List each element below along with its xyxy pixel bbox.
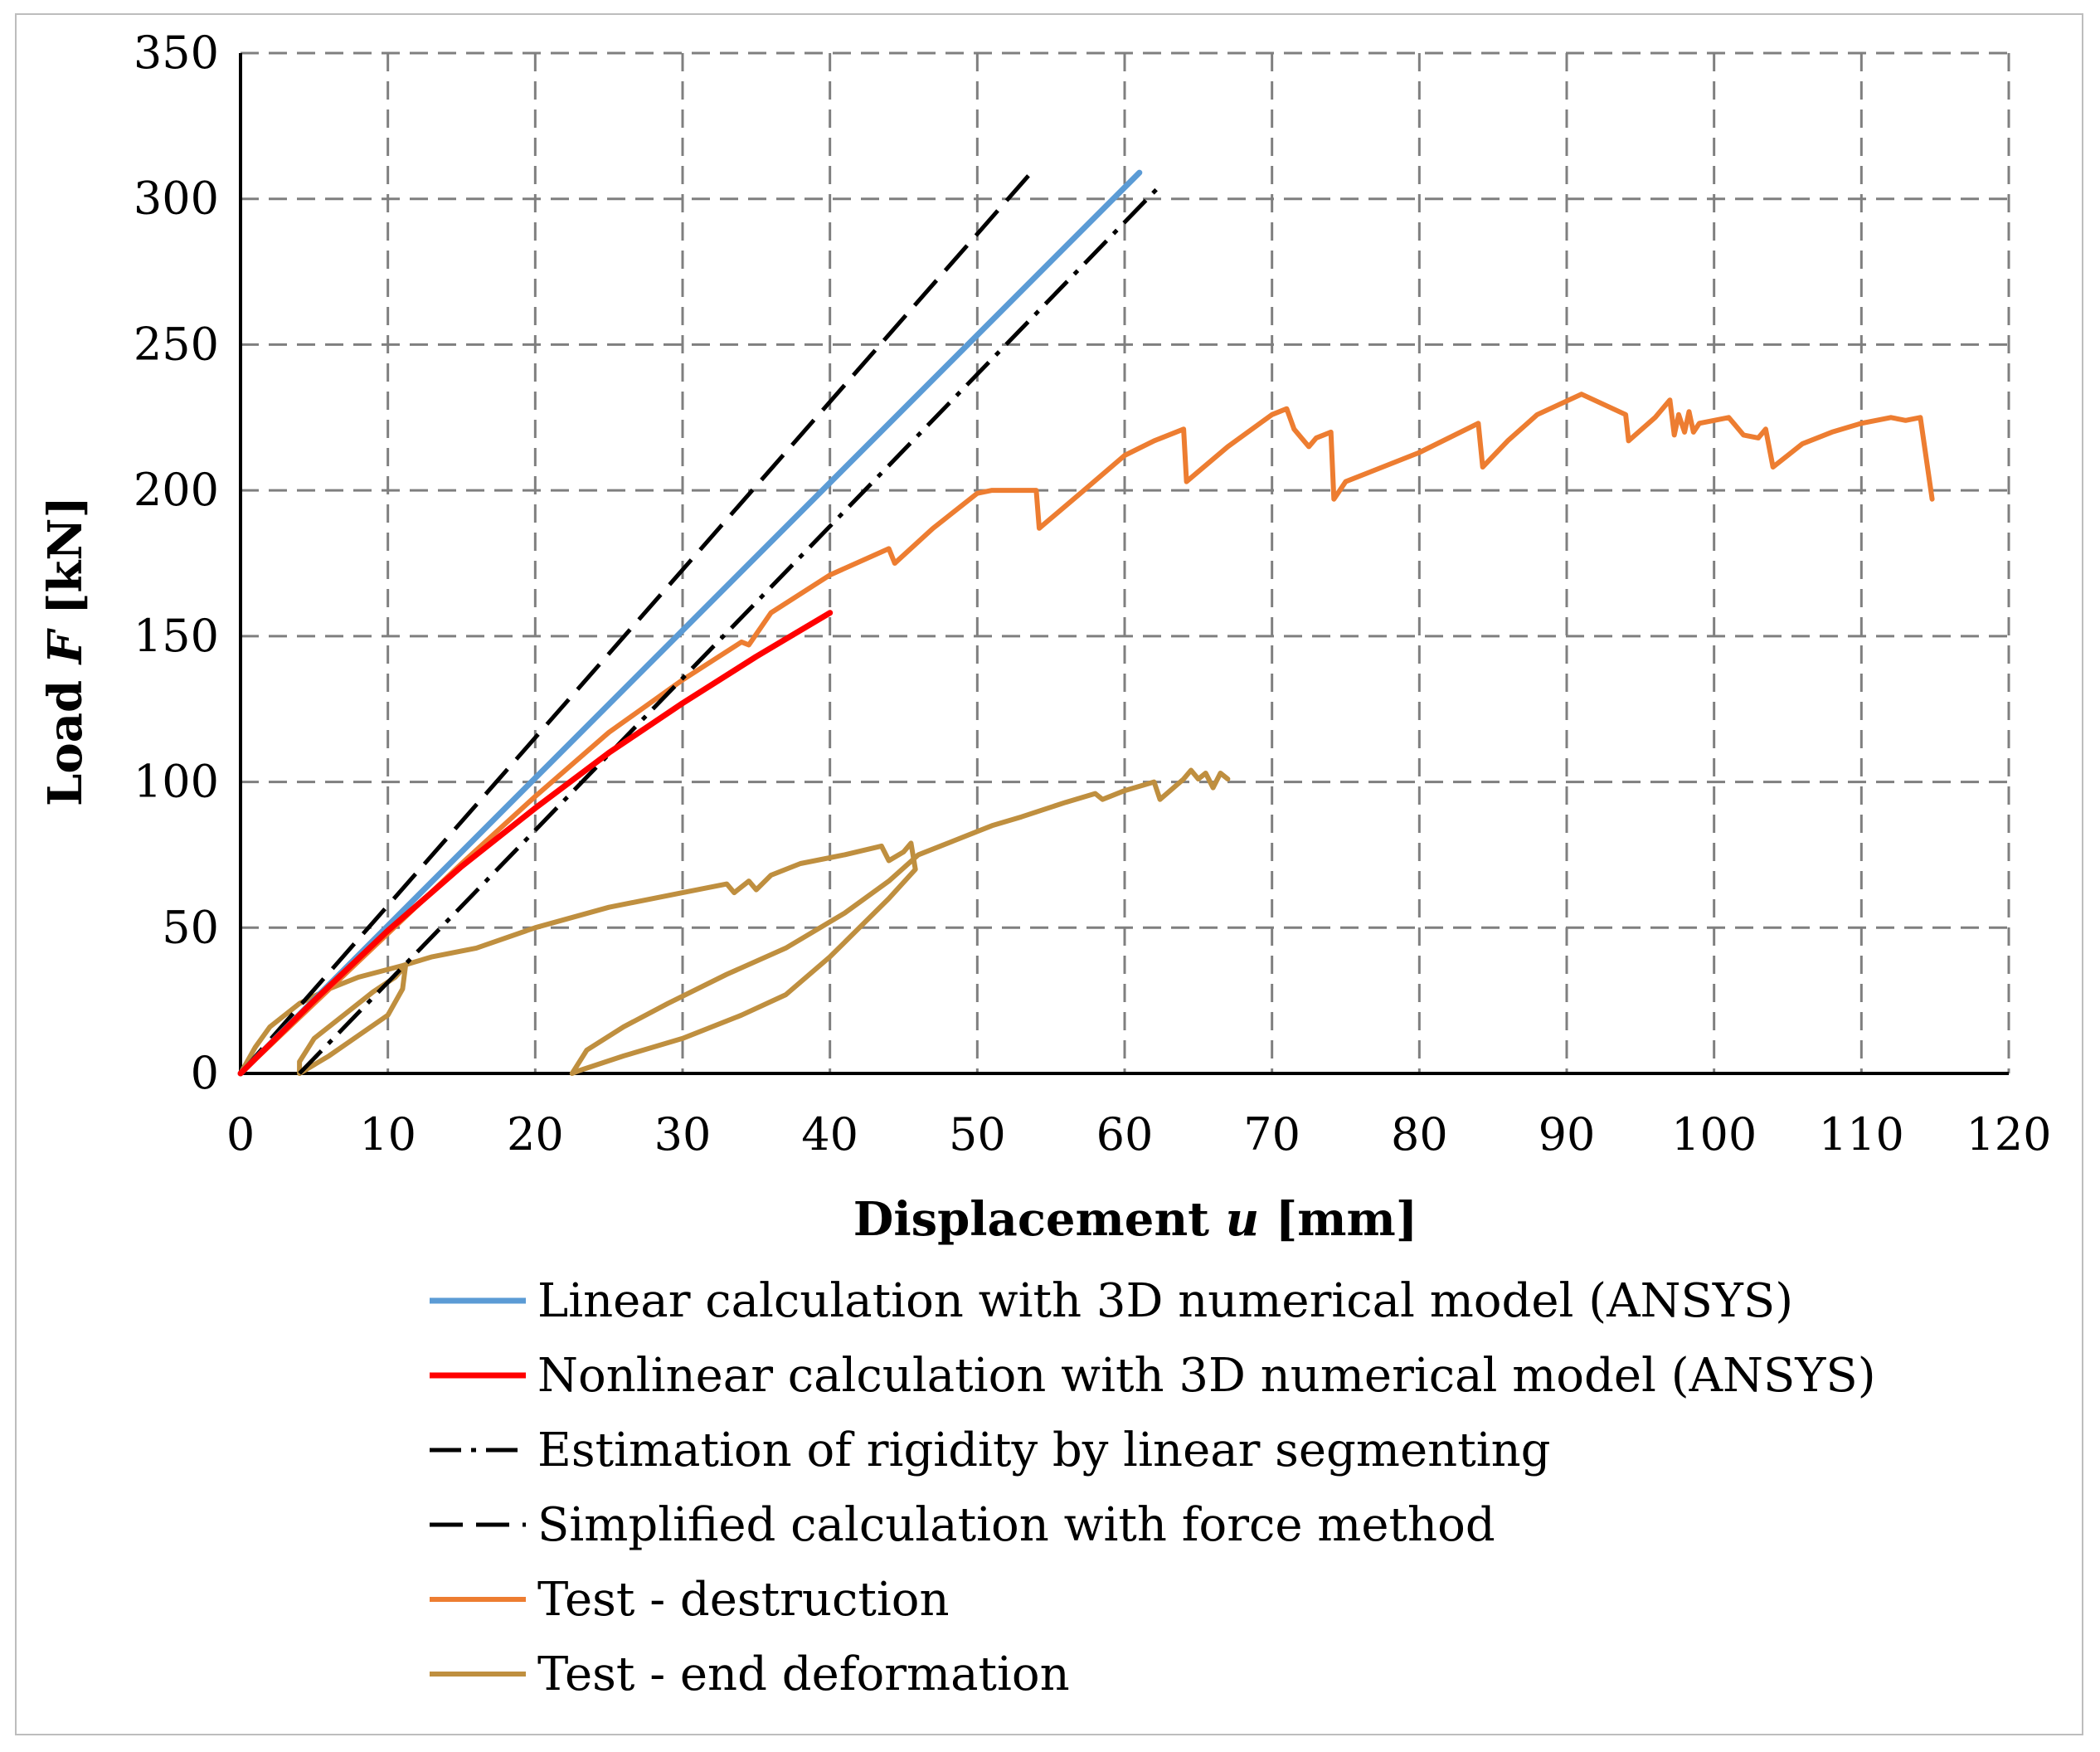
x-axis-label: Displacement u [mm] — [853, 1192, 1417, 1247]
x-tick-label-100: 100 — [1671, 1108, 1757, 1161]
y-axis-label: Load F [kN] — [38, 496, 93, 806]
series-lines — [237, 165, 1935, 1077]
y-axis-label-var: F — [38, 627, 93, 665]
x-axis-label-suffix: [mm] — [1259, 1192, 1417, 1247]
legend-label-linear-segmenting: Estimation of rigidity by linear segment… — [537, 1424, 1551, 1477]
y-tick-label-250: 250 — [134, 318, 219, 370]
series-line-5 — [238, 767, 1231, 1076]
legend-label-test-destruction: Test - destruction — [537, 1573, 950, 1627]
y-tick-label-100: 100 — [134, 756, 219, 808]
x-tick-label-70: 70 — [1243, 1108, 1300, 1161]
x-tick-label-60: 60 — [1096, 1108, 1154, 1161]
y-axis-label-prefix: Load — [38, 664, 93, 806]
y-tick-label-0: 0 — [191, 1047, 219, 1099]
legend-label-nonlinear-ansys: Nonlinear calculation with 3D numerical … — [537, 1349, 1876, 1403]
series-line-4 — [238, 392, 1935, 1076]
x-tick-label-120: 120 — [1966, 1108, 2051, 1161]
y-tick-label-350: 350 — [134, 27, 219, 79]
x-tick-label-50: 50 — [949, 1108, 1006, 1161]
x-tick-label-110: 110 — [1819, 1108, 1904, 1161]
x-axis-label-prefix: Displacement — [853, 1192, 1226, 1247]
series-line-2 — [298, 182, 1164, 1075]
y-tick-label-200: 200 — [134, 464, 219, 516]
series-line-0 — [237, 169, 1143, 1077]
grid — [241, 51, 2010, 1073]
x-tick-label-10: 10 — [359, 1108, 416, 1161]
y-tick-label-50: 50 — [162, 901, 219, 953]
legend-label-force-method: Simplified calculation with force method — [537, 1498, 1495, 1552]
y-axis-label-suffix: [kN] — [38, 496, 93, 630]
x-tick-label-40: 40 — [801, 1108, 858, 1161]
legend-label-test-end-deformation: Test - end deformation — [537, 1647, 1070, 1701]
x-tick-label-20: 20 — [507, 1108, 564, 1161]
x-tick-label-90: 90 — [1539, 1108, 1596, 1161]
x-tick-label-30: 30 — [654, 1108, 712, 1161]
x-tick-label-0: 0 — [226, 1108, 255, 1161]
series-line-3 — [239, 165, 1038, 1075]
axes — [239, 53, 2009, 1075]
x-tick-label-80: 80 — [1391, 1108, 1448, 1161]
legend-label-linear-ansys: Linear calculation with 3D numerical mod… — [537, 1274, 1793, 1328]
legend: Linear calculation with 3D numerical mod… — [430, 1274, 1876, 1701]
y-tick-label-150: 150 — [134, 610, 219, 662]
x-axis-label-var: u — [1226, 1192, 1260, 1247]
y-tick-label-300: 300 — [134, 173, 219, 225]
tick-labels: 0 10 20 30 40 50 60 70 80 90 100 110 120 0 50 100 150 200… — [134, 27, 2052, 1161]
series-line-1 — [237, 610, 834, 1077]
